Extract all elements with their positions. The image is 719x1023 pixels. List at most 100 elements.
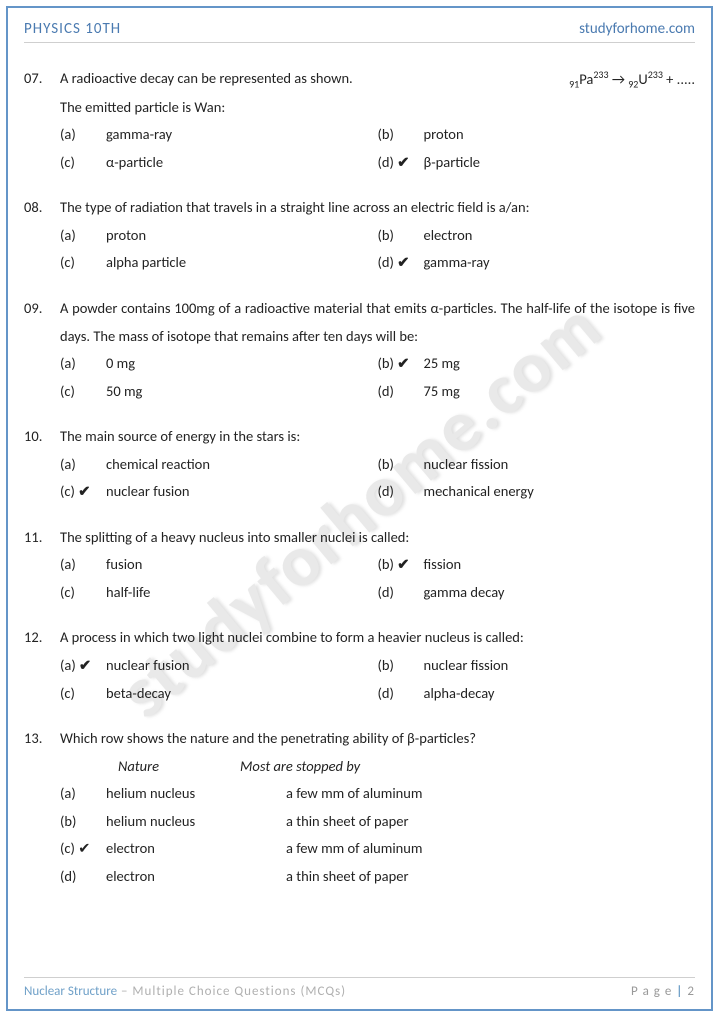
option-label: (d) [378, 579, 424, 607]
option-label: (c) ✔ [60, 835, 106, 863]
question-body: The type of radiation that travels in a … [60, 194, 695, 277]
option: (b)nuclear fission [378, 652, 696, 680]
option-label: (b) [378, 121, 424, 149]
table-cell: electron [106, 835, 286, 863]
option-label: (a) [60, 780, 106, 808]
question: 13.Which row shows the nature and the pe… [24, 725, 695, 890]
question-stem: The type of radiation that travels in a … [60, 194, 695, 222]
option-value: alpha particle [106, 249, 378, 277]
option: (b) ✔25 mg [378, 350, 696, 378]
footer-topic: Nuclear Structure [24, 984, 117, 999]
option-label: (a) [60, 551, 106, 579]
option-value: 50 mg [106, 378, 378, 406]
option-value: proton [106, 222, 378, 250]
footer-subtitle: – Multiple Choice Questions (MCQs) [117, 984, 346, 999]
option-label: (a) [60, 222, 106, 250]
question-body: The splitting of a heavy nucleus into sm… [60, 524, 695, 607]
options-grid: (a)chemical reaction(b)nuclear fission(c… [60, 451, 695, 506]
option: (a)proton [60, 222, 378, 250]
table-row: (a)helium nucleusa few mm of aluminum [60, 780, 695, 808]
option-value: gamma-ray [106, 121, 378, 149]
option: (b)nuclear fission [378, 451, 696, 479]
option-label: (b) [378, 222, 424, 250]
option-value: α-particle [106, 149, 378, 177]
table-row: (b)helium nucleusa thin sheet of paper [60, 808, 695, 836]
question-body: A process in which two light nuclei comb… [60, 624, 695, 707]
option: (c)half-life [60, 579, 378, 607]
options-grid: (a) ✔nuclear fusion(b)nuclear fission (c)… [60, 652, 695, 707]
table-header: NatureMost are stopped by [60, 753, 695, 781]
option-value: nuclear fission [424, 451, 696, 479]
page-frame: studyforhome.com PHYSICS 10TH studyforho… [6, 6, 713, 1011]
question: 07.A radioactive decay can be represente… [24, 65, 695, 176]
option: (d) ✔β-particle [378, 149, 696, 177]
option: (c)α-particle [60, 149, 378, 177]
question-body: A radioactive decay can be represented a… [60, 65, 695, 176]
question-body: Which row shows the nature and the penet… [60, 725, 695, 890]
option-value: β-particle [424, 149, 696, 177]
option-value: nuclear fission [424, 652, 696, 680]
option-value: 25 mg [424, 350, 696, 378]
option-value: gamma decay [424, 579, 696, 607]
option-value: fusion [106, 551, 378, 579]
option: (d) ✔gamma-ray [378, 249, 696, 277]
option: (c) ✔nuclear fusion [60, 478, 378, 506]
footer-page-bar: | [676, 984, 687, 999]
question: 10.The main source of energy in the star… [24, 423, 695, 506]
option: (d)75 mg [378, 378, 696, 406]
table-cell: a thin sheet of paper [286, 863, 409, 891]
option-value: electron [424, 222, 696, 250]
question-number: 09. [24, 295, 60, 405]
check-icon: ✔ [78, 839, 90, 857]
table-cell: electron [106, 863, 286, 891]
question-number: 11. [24, 524, 60, 607]
question-body: A powder contains 100mg of a radioactive… [60, 295, 695, 405]
option: (a)0 mg [60, 350, 378, 378]
check-icon: ✔ [397, 253, 409, 271]
option-label: (d) [378, 680, 424, 708]
option-label: (a) ✔ [60, 652, 106, 680]
check-icon: ✔ [397, 555, 409, 573]
option-label: (b) [378, 652, 424, 680]
option: (b)electron [378, 222, 696, 250]
question-stem: A powder contains 100mg of a radioactive… [60, 295, 695, 350]
table-row: (d)electrona thin sheet of paper [60, 863, 695, 891]
option-label: (d) [60, 863, 106, 891]
options-grid: (a)gamma-ray(b)proton (c)α-particle(d) ✔β… [60, 121, 695, 176]
option-label: (c) [60, 249, 106, 277]
option: (a) ✔nuclear fusion [60, 652, 378, 680]
option: (d) gamma decay [378, 579, 696, 607]
option-value: proton [424, 121, 696, 149]
option-value: 75 mg [424, 378, 696, 406]
option-label: (d) ✔ [378, 249, 424, 277]
option-label: (c) ✔ [60, 478, 106, 506]
table-cell: helium nucleus [106, 808, 286, 836]
option-label: (b) [60, 808, 106, 836]
option-label: (b) ✔ [378, 551, 424, 579]
option-label: (c) [60, 680, 106, 708]
page-header: PHYSICS 10TH studyforhome.com [24, 20, 695, 43]
option-label: (d) [378, 378, 424, 406]
option-value: mechanical energy [424, 478, 696, 506]
question-stem: A process in which two light nuclei comb… [60, 624, 695, 652]
check-icon: ✔ [78, 482, 90, 500]
option-label: (d) [378, 478, 424, 506]
footer-page-label: P a g e [631, 984, 676, 999]
header-left: PHYSICS 10TH [24, 20, 121, 38]
options-grid: (a)fusion(b) ✔fission(c)half-life(d) gam… [60, 551, 695, 606]
check-icon: ✔ [397, 354, 409, 372]
option-value: nuclear fusion [106, 478, 378, 506]
question-body: The main source of energy in the stars i… [60, 423, 695, 506]
question-stem: Which row shows the nature and the penet… [60, 725, 695, 753]
option-value: half-life [106, 579, 378, 607]
option-label: (a) [60, 350, 106, 378]
option-label: (a) [60, 121, 106, 149]
option: (a)fusion [60, 551, 378, 579]
option: (d)mechanical energy [378, 478, 696, 506]
stem-text: The emitted particle is Wan: [60, 94, 695, 122]
option-label: (c) [60, 378, 106, 406]
check-icon: ✔ [79, 656, 91, 674]
question-number: 07. [24, 65, 60, 176]
page-footer: Nuclear Structure – Multiple Choice Ques… [24, 977, 695, 999]
footer-page: P a g e | 2 [631, 984, 695, 999]
